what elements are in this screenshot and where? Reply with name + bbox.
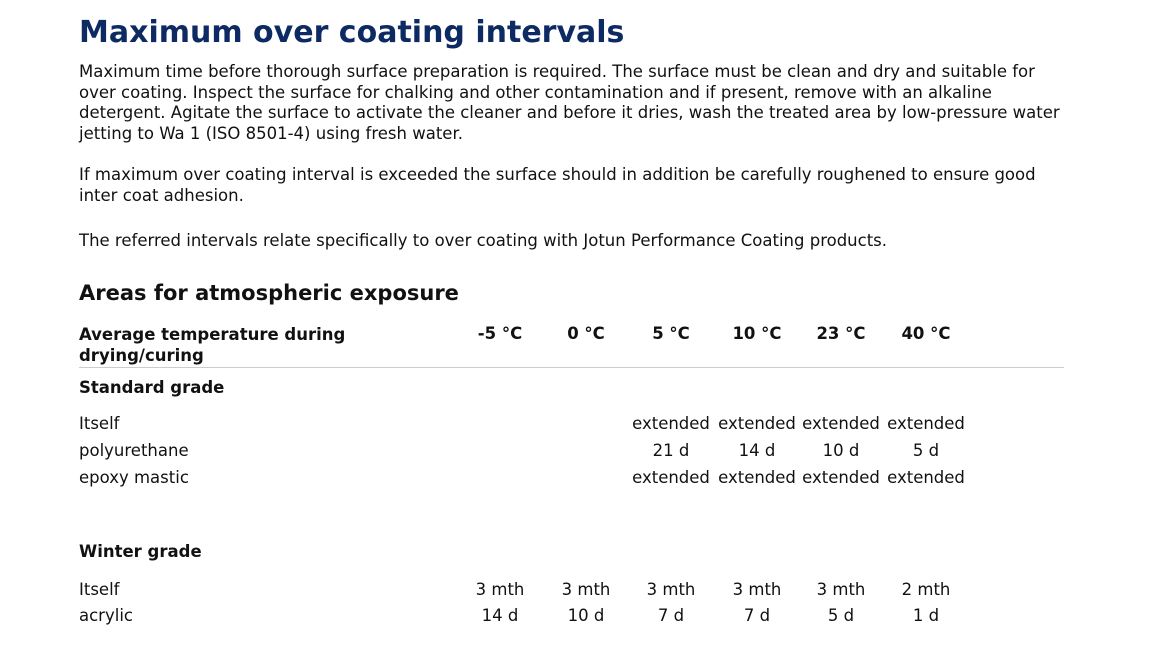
cell: 7 d [743,606,771,625]
column-header: 0 °C [567,324,605,343]
row-label: Itself [79,414,120,433]
cell: extended [887,468,965,487]
row-label: polyurethane [79,441,189,460]
cell: 1 d [912,606,940,625]
group-title: Standard grade [79,378,225,397]
cell: extended [718,468,796,487]
page-title: Maximum over coating intervals [79,15,625,50]
column-header: -5 °C [477,324,523,343]
paragraph: If maximum over coating interval is exce… [79,165,1036,205]
cell: extended [802,414,880,433]
column-header: 23 °C [816,324,866,343]
paragraph: The referred intervals relate specifical… [79,231,888,250]
row-label: Itself [79,580,120,599]
cell: 10 d [567,606,605,625]
column-header: 40 °C [901,324,951,343]
column-header: 5 °C [652,324,690,343]
cell: 7 d [657,606,685,625]
cell: 14 d [481,606,519,625]
row-label: epoxy mastic [79,468,189,487]
cell: 5 d [827,606,855,625]
group-title: Winter grade [79,542,202,561]
cell: 3 mth [646,580,696,599]
cell: extended [802,468,880,487]
row-label: acrylic [79,606,133,625]
cell: 3 mth [816,580,866,599]
section-title: Areas for atmospheric exposure [79,281,459,305]
cell: 2 mth [901,580,951,599]
cell: extended [632,414,710,433]
cell: 14 d [738,441,776,460]
column-header: 10 °C [732,324,782,343]
cell: 3 mth [475,580,525,599]
cell: 3 mth [561,580,611,599]
cell: 21 d [652,441,690,460]
paragraph: Maximum time before thorough surface pre… [79,62,1060,143]
cell: 3 mth [732,580,782,599]
cell: 10 d [822,441,860,460]
cell: 5 d [912,441,940,460]
cell: extended [887,414,965,433]
cell: extended [632,468,710,487]
divider [79,367,1064,368]
cell: extended [718,414,796,433]
header-label: Average temperature during drying/curing [79,325,346,365]
